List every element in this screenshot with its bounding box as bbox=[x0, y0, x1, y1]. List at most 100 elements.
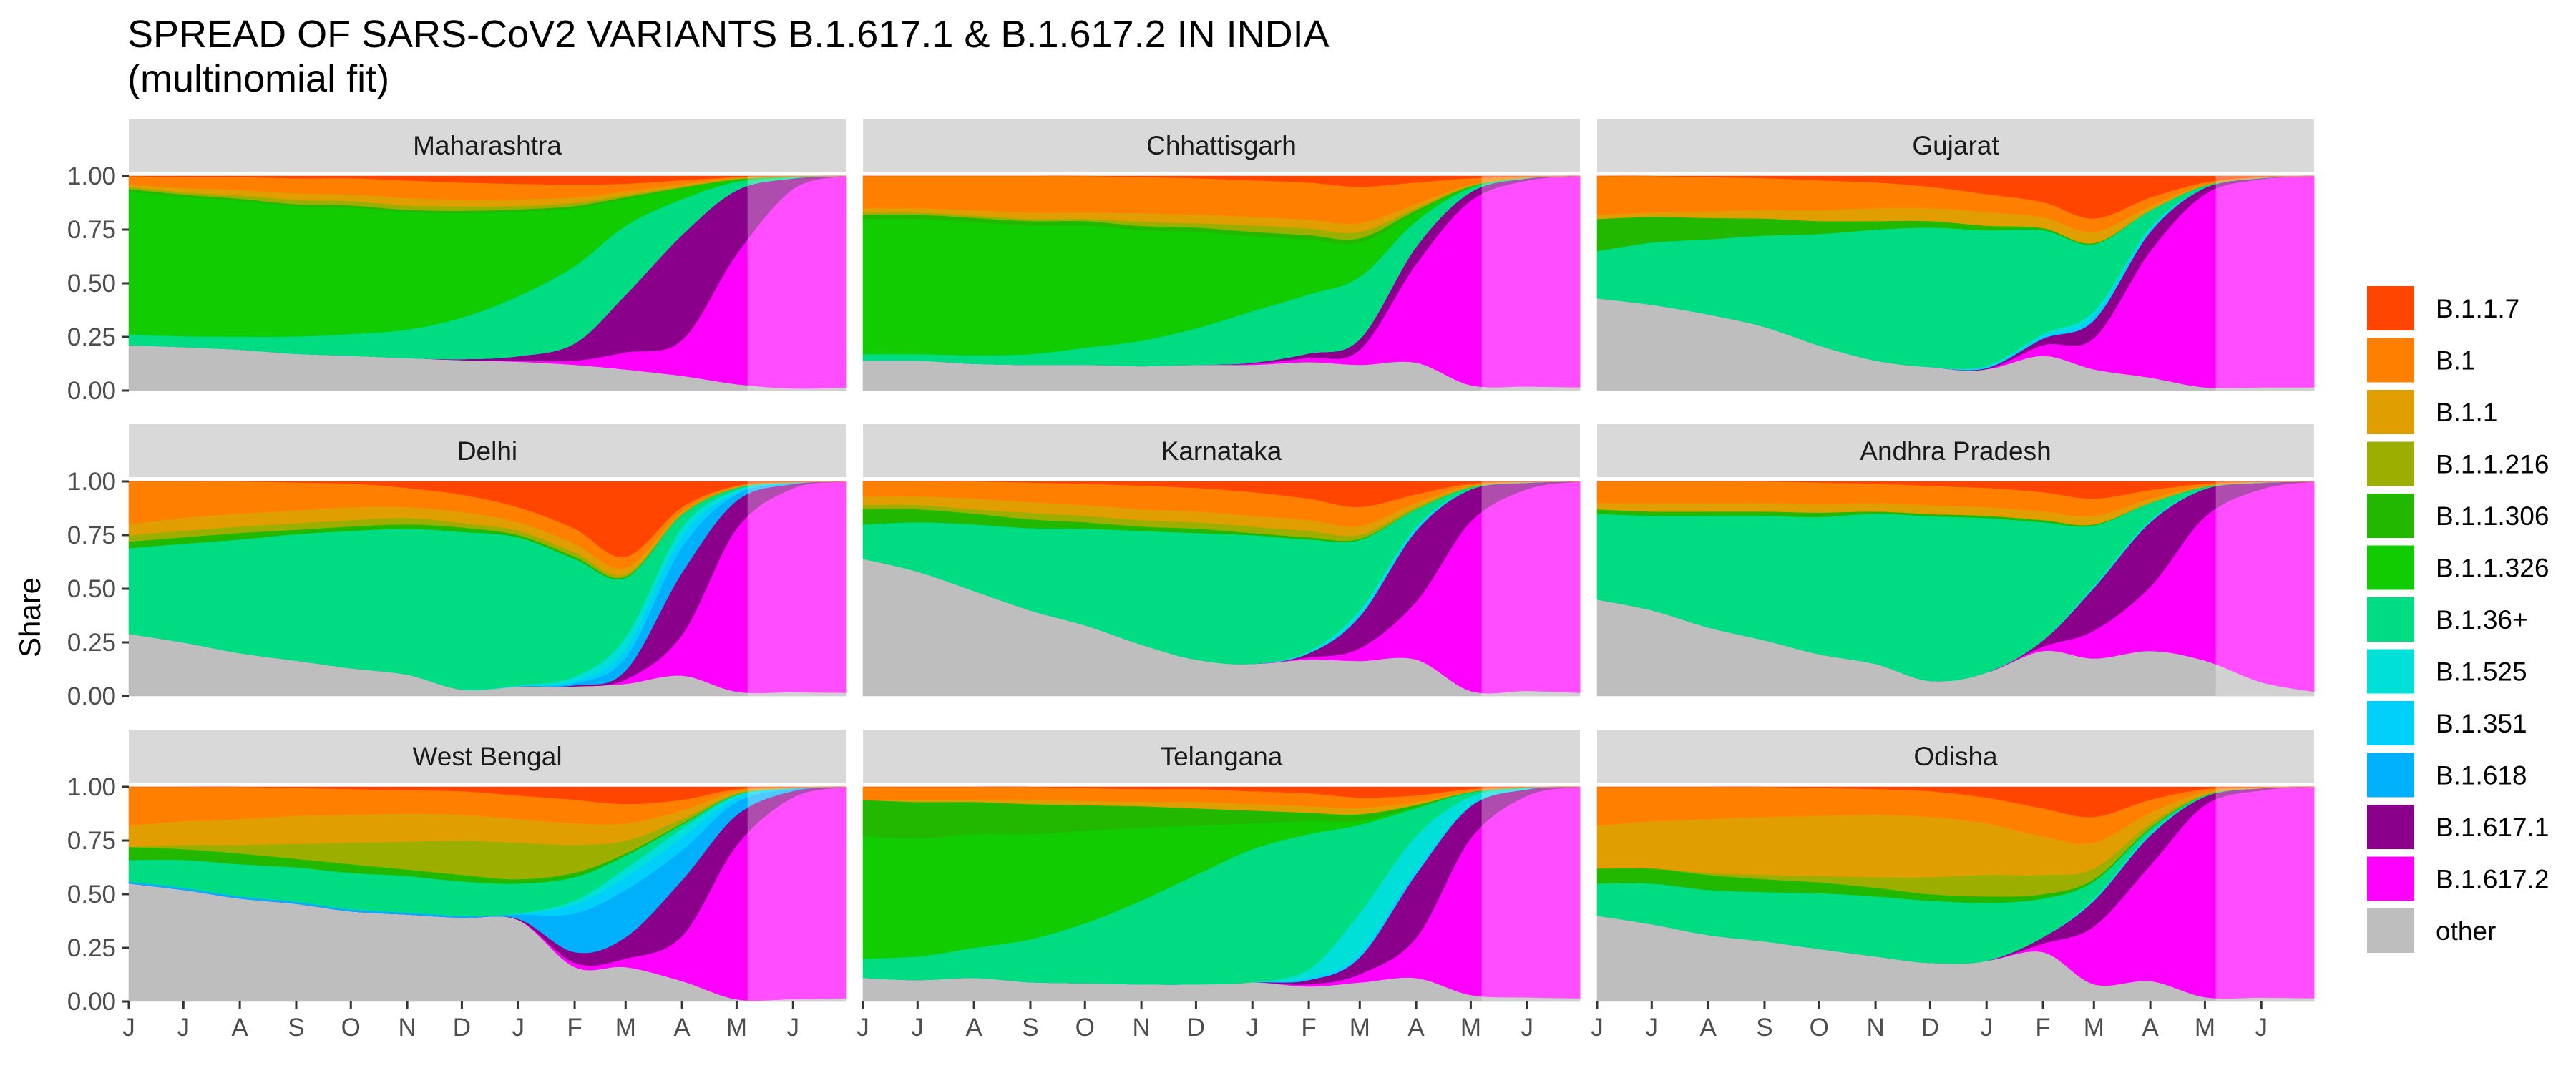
x-tick-label: J bbox=[1246, 1014, 1259, 1042]
y-tick-label: 0.00 bbox=[67, 682, 116, 710]
x-tick-label: A bbox=[673, 1014, 691, 1042]
legend-item-other: other bbox=[2367, 908, 2496, 953]
y-tick-label: 1.00 bbox=[67, 162, 116, 190]
x-tick-label: M bbox=[1460, 1014, 1481, 1042]
x-tick-label: A bbox=[231, 1014, 248, 1042]
legend-key bbox=[2367, 753, 2414, 798]
x-tick-label: A bbox=[2142, 1014, 2159, 1042]
x-tick-label: M bbox=[726, 1014, 747, 1042]
panel-chhattisgarh: Chhattisgarh bbox=[862, 119, 1581, 391]
y-tick-label: 0.75 bbox=[67, 216, 116, 244]
x-tick-label: J bbox=[857, 1014, 869, 1042]
area-b-1-1-7 bbox=[1597, 481, 2315, 499]
legend-key bbox=[2367, 649, 2414, 694]
x-tick-label: J bbox=[177, 1014, 190, 1042]
strip-background bbox=[863, 424, 1580, 477]
strip-label: Andhra Pradesh bbox=[1860, 436, 2051, 466]
y-tick-label: 0.25 bbox=[67, 629, 116, 657]
forecast-shade bbox=[747, 481, 846, 696]
legend-label: B.1.617.1 bbox=[2436, 813, 2549, 842]
x-tick-label: D bbox=[1921, 1014, 1939, 1042]
x-tick-label: J bbox=[786, 1014, 799, 1042]
y-tick-label: 0.50 bbox=[67, 270, 116, 298]
x-tick-label: D bbox=[453, 1014, 471, 1042]
legend-label: B.1.1 bbox=[2436, 398, 2497, 427]
strip-background bbox=[1597, 424, 2314, 477]
legend-item-b-1-617-2: B.1.617.2 bbox=[2367, 856, 2549, 901]
x-tick-label: J bbox=[1521, 1014, 1533, 1042]
x-tick-label: S bbox=[1756, 1014, 1772, 1042]
y-tick-label: 1.00 bbox=[67, 468, 116, 496]
legend-key bbox=[2367, 390, 2414, 434]
x-tick-label: J bbox=[122, 1014, 135, 1042]
legend-key bbox=[2367, 597, 2414, 642]
legend-label: B.1 bbox=[2436, 346, 2476, 376]
strip-background bbox=[129, 424, 846, 477]
x-tick-label: F bbox=[2035, 1014, 2050, 1042]
legend-label: B.1.525 bbox=[2436, 657, 2527, 687]
panel-delhi: Delhi 0.00 0.25 0.50 0.75 1.00 bbox=[67, 424, 847, 710]
x-tick-label: N bbox=[1866, 1014, 1884, 1042]
x-tick-label: O bbox=[1075, 1014, 1095, 1042]
legend-key bbox=[2367, 701, 2414, 745]
strip-label: Gujarat bbox=[1912, 131, 1999, 160]
area-b-1-1-7 bbox=[863, 481, 1581, 507]
legend-label: B.1.1.7 bbox=[2436, 294, 2519, 323]
panel-maharashtra: Maharashtra 0.00 0.25 0.50 0.75 1.00 bbox=[67, 119, 847, 405]
strip-background bbox=[129, 119, 846, 172]
area-b-1-1-7 bbox=[1596, 786, 2315, 818]
chart-title-line-1: SPREAD OF SARS-CoV2 VARIANTS B.1.617.1 &… bbox=[127, 13, 1330, 56]
x-tick-label: A bbox=[965, 1014, 982, 1042]
forecast-shade bbox=[1481, 787, 1580, 1001]
y-tick-label: 1.00 bbox=[67, 773, 116, 801]
x-tick-label: A bbox=[1699, 1014, 1717, 1042]
x-tick-label: M bbox=[2195, 1014, 2215, 1042]
x-tick-label: F bbox=[567, 1014, 582, 1042]
legend-key bbox=[2367, 286, 2414, 330]
forecast-shade bbox=[2215, 787, 2314, 1001]
legend-key bbox=[2367, 441, 2414, 486]
panel-andhra-pradesh: Andhra Pradesh bbox=[1596, 424, 2315, 697]
legend-label: other bbox=[2436, 916, 2496, 946]
x-tick-label: J bbox=[512, 1014, 525, 1042]
x-tick-label: J bbox=[1591, 1014, 1604, 1042]
x-tick-label: M bbox=[1350, 1014, 1370, 1042]
legend-key bbox=[2367, 856, 2414, 901]
forecast-shade bbox=[1481, 481, 1580, 696]
x-tick-label: N bbox=[1132, 1014, 1150, 1042]
x-tick-label: J bbox=[1646, 1014, 1659, 1042]
facet-panels: Maharashtra 0.00 0.25 0.50 0.75 1.00 Chhattisg… bbox=[67, 119, 2315, 1042]
x-tick-label: S bbox=[288, 1014, 304, 1042]
y-tick-label: 0.75 bbox=[67, 521, 116, 549]
legend-label: B.1.1.326 bbox=[2436, 554, 2549, 583]
legend-key bbox=[2367, 908, 2414, 953]
y-tick-label: 0.00 bbox=[67, 988, 116, 1016]
strip-background bbox=[1597, 730, 2314, 783]
legend-label: B.1.36+ bbox=[2436, 605, 2528, 635]
x-tick-label: S bbox=[1022, 1014, 1038, 1042]
panel-west-bengal: West Bengal 0.00 0.25 0.50 0.75 1.00 J J A S O N D J F… bbox=[67, 730, 847, 1042]
legend-item-b-1-351: B.1.351 bbox=[2367, 701, 2527, 745]
x-tick-label: A bbox=[1407, 1014, 1425, 1042]
x-tick-label: J bbox=[2255, 1014, 2268, 1042]
legend-item-b-1-618: B.1.618 bbox=[2367, 753, 2527, 798]
forecast-shade bbox=[2215, 481, 2314, 696]
strip-background bbox=[863, 119, 1580, 172]
legend-item-b-1-1-306: B.1.1.306 bbox=[2367, 494, 2549, 538]
strip-background bbox=[129, 730, 846, 783]
strip-background bbox=[1597, 119, 2314, 172]
strip-label: Karnataka bbox=[1161, 436, 1282, 466]
x-tick-label: O bbox=[341, 1014, 361, 1042]
area-b-1-1-7 bbox=[1596, 175, 2315, 219]
y-tick-label: 0.50 bbox=[67, 575, 116, 603]
area-b-1-1-7 bbox=[129, 481, 847, 557]
legend-key bbox=[2367, 338, 2414, 383]
y-axis-title: Share bbox=[13, 577, 47, 657]
legend-item-b-1-1: B.1.1 bbox=[2367, 390, 2497, 434]
panel-gujarat: Gujarat bbox=[1596, 119, 2315, 391]
y-tick-label: 0.25 bbox=[67, 323, 116, 351]
area-b-1-1-7 bbox=[128, 786, 847, 805]
legend-key bbox=[2367, 545, 2414, 590]
y-tick-label: 0.75 bbox=[67, 827, 116, 855]
legend-item-b-1-36: B.1.36+ bbox=[2367, 597, 2528, 642]
